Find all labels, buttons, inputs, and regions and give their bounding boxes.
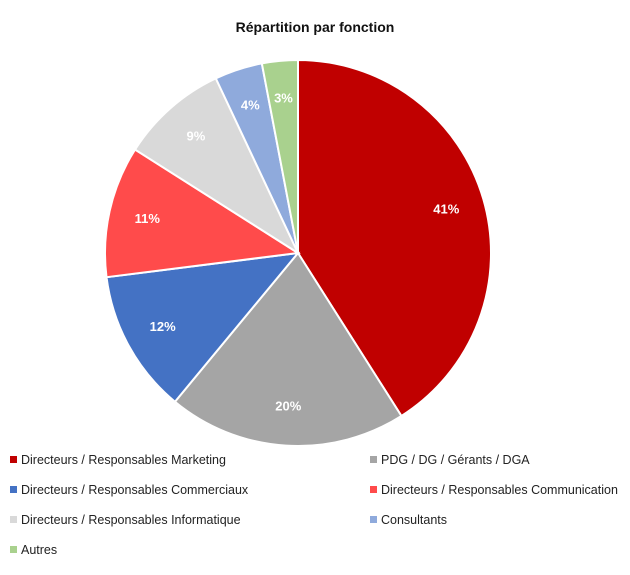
- legend-item-2: PDG / DG / Gérants / DGA: [370, 452, 530, 468]
- legend-swatch-6: [370, 516, 377, 523]
- legend-swatch-5: [10, 516, 17, 523]
- pie-data-label-1: 41%: [433, 201, 459, 216]
- legend-swatch-4: [370, 486, 377, 493]
- legend-swatch-7: [10, 546, 17, 553]
- legend-item-7: Autres: [10, 542, 57, 558]
- pie-slice-5: [133, 77, 301, 256]
- legend-item-1: Directeurs / Responsables Marketing: [10, 452, 226, 468]
- legend-label-4: Directeurs / Responsables Communication: [381, 483, 618, 497]
- legend-swatch-1: [10, 456, 17, 463]
- pie-slice-1: [297, 58, 492, 418]
- legend-item-3: Directeurs / Responsables Commerciaux: [10, 482, 248, 498]
- pie-data-label-6: 4%: [241, 98, 260, 113]
- legend-item-4: Directeurs / Responsables Communication: [370, 482, 618, 498]
- pie-data-label-2: 20%: [275, 399, 301, 414]
- chart-title: Répartition par fonction: [235, 19, 395, 35]
- legend-label-5: Directeurs / Responsables Informatique: [21, 513, 241, 527]
- pie-chart: 41% 20% 12% 11% 9% 4% 3%: [104, 58, 492, 447]
- legend-swatch-2: [370, 456, 377, 463]
- pie-data-label-3: 12%: [150, 319, 176, 334]
- pie-data-labels: 41% 20% 12% 11% 9% 4% 3%: [135, 91, 460, 414]
- pie-data-label-7: 3%: [274, 91, 293, 106]
- pie-data-label-4: 11%: [135, 211, 161, 226]
- legend-label-2: PDG / DG / Gérants / DGA: [381, 453, 530, 467]
- legend-label-7: Autres: [21, 543, 58, 557]
- pie-slice-4: [104, 148, 301, 279]
- pie-slice-2: [173, 251, 403, 447]
- pie-data-label-5: 9%: [186, 129, 205, 144]
- legend-item-5: Directeurs / Responsables Informatique: [10, 512, 241, 528]
- legend-label-1: Directeurs / Responsables Marketing: [21, 453, 226, 467]
- legend-label-3: Directeurs / Responsables Commerciaux: [21, 483, 249, 497]
- pie-slice-3: [105, 251, 301, 404]
- legend-item-6: Consultants: [370, 512, 447, 528]
- legend-swatch-3: [10, 486, 17, 493]
- legend-label-6: Consultants: [381, 513, 448, 527]
- pie-slice-7: [260, 58, 299, 254]
- pie-slices: [104, 58, 492, 447]
